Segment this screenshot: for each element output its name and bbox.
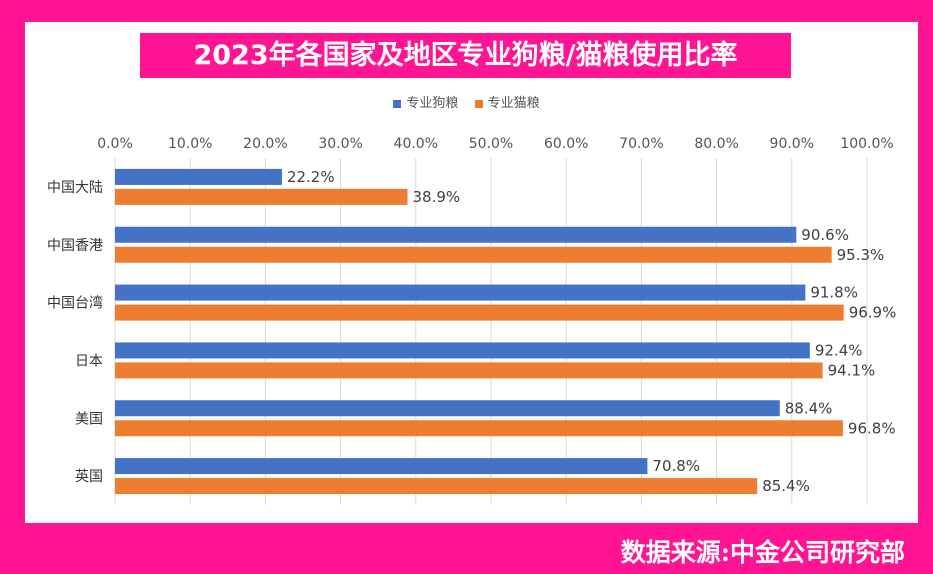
category-label: 中国台湾 (47, 295, 103, 312)
data-label: 96.8% (848, 419, 896, 437)
chart-legend: 专业狗粮 专业猫粮 (0, 92, 933, 111)
category-label: 中国香港 (47, 238, 103, 254)
data-label: 96.9% (849, 304, 897, 322)
legend-swatch-cat (474, 99, 483, 108)
x-tick-label: 80.0% (694, 136, 738, 152)
cat-food-bar (115, 478, 758, 495)
chart-panel (25, 22, 918, 523)
dog-food-bar (115, 342, 810, 359)
x-tick-label: 100.0% (840, 136, 893, 152)
cat-food-bar (115, 188, 408, 205)
x-tick-label: 60.0% (544, 136, 588, 152)
legend-label-cat: 专业猫粮 (487, 96, 540, 111)
x-tick-label: 30.0% (318, 136, 362, 152)
data-label: 91.8% (810, 284, 858, 302)
dog-food-bar (115, 226, 797, 243)
data-label: 90.6% (801, 226, 849, 244)
cat-food-bar (115, 420, 843, 437)
legend-swatch-dog (393, 99, 402, 108)
dog-food-bar (115, 400, 780, 417)
x-tick-label: 50.0% (469, 136, 513, 152)
category-label: 日本 (75, 353, 103, 369)
source-note: 数据来源:中金公司研究部 (620, 538, 905, 567)
category-label: 中国大陆 (47, 180, 103, 196)
data-label: 92.4% (815, 341, 863, 359)
data-label: 95.3% (837, 246, 885, 264)
data-label: 38.9% (413, 188, 461, 206)
data-label: 22.2% (287, 168, 335, 186)
x-tick-label: 0.0% (97, 136, 133, 152)
category-label: 英国 (75, 468, 103, 485)
legend-item-dog: 专业狗粮 (393, 92, 458, 111)
data-label: 88.4% (785, 399, 833, 417)
data-label: 94.1% (828, 361, 876, 379)
cat-food-bar (115, 246, 832, 263)
cat-food-bar (115, 304, 844, 321)
cat-food-bar (115, 362, 823, 379)
category-label: 美国 (75, 411, 103, 427)
data-label: 70.8% (652, 457, 700, 475)
dog-food-bar (115, 168, 282, 185)
data-label: 85.4% (762, 477, 810, 495)
chart-title: 2023年各国家及地区专业狗粮/猫粮使用比率 (140, 33, 791, 78)
dog-food-bar (115, 458, 648, 475)
legend-item-cat: 专业猫粮 (474, 92, 540, 111)
x-tick-label: 90.0% (770, 136, 814, 152)
x-tick-label: 70.0% (619, 136, 663, 152)
x-tick-label: 10.0% (168, 136, 212, 152)
x-tick-label: 40.0% (394, 136, 438, 152)
legend-label-dog: 专业狗粮 (406, 96, 459, 111)
dog-food-bar (115, 284, 806, 301)
x-tick-label: 20.0% (243, 136, 287, 152)
